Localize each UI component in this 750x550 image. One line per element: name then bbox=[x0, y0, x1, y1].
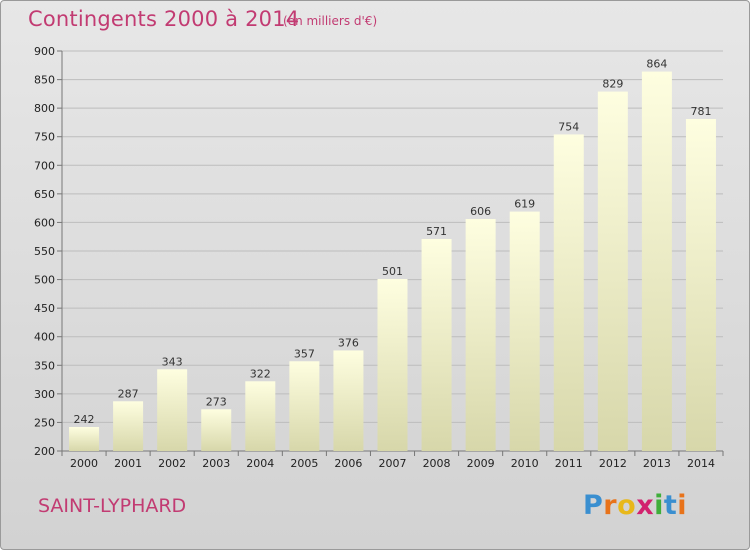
bar bbox=[245, 381, 276, 451]
y-tick-label: 800 bbox=[34, 102, 55, 115]
y-tick-label: 200 bbox=[34, 445, 55, 458]
bar bbox=[201, 409, 232, 451]
x-tick-label: 2007 bbox=[379, 457, 407, 470]
data-label: 357 bbox=[294, 347, 315, 360]
x-tick-label: 2005 bbox=[290, 457, 318, 470]
bar bbox=[553, 134, 584, 451]
bar bbox=[157, 369, 188, 451]
x-tick-label: 2008 bbox=[423, 457, 451, 470]
y-tick-label: 400 bbox=[34, 331, 55, 344]
logo-letter: t bbox=[663, 490, 678, 521]
commune-name: SAINT-LYPHARD bbox=[38, 495, 187, 517]
x-tick-label: 2006 bbox=[334, 457, 362, 470]
proxiti-logo: Proxiti bbox=[583, 490, 687, 521]
x-tick-label: 2004 bbox=[246, 457, 274, 470]
bar bbox=[685, 119, 716, 451]
x-tick-label: 2001 bbox=[114, 457, 142, 470]
bar bbox=[113, 401, 144, 451]
data-label: 606 bbox=[470, 205, 491, 218]
logo-letter: i bbox=[677, 490, 688, 521]
y-tick-label: 700 bbox=[34, 159, 55, 172]
data-label: 864 bbox=[646, 58, 667, 71]
bar bbox=[421, 239, 452, 451]
bar bbox=[377, 279, 408, 451]
chart-subtitle: (en milliers d'€) bbox=[283, 14, 378, 28]
data-label: 754 bbox=[558, 120, 579, 133]
y-tick-label: 750 bbox=[34, 131, 55, 144]
bar bbox=[509, 211, 540, 451]
y-tick-label: 450 bbox=[34, 302, 55, 315]
x-tick-label: 2010 bbox=[511, 457, 539, 470]
y-tick-label: 550 bbox=[34, 245, 55, 258]
logo-letter: i bbox=[654, 490, 664, 521]
data-label: 619 bbox=[514, 198, 535, 211]
data-label: 829 bbox=[602, 78, 623, 91]
data-label: 343 bbox=[162, 355, 183, 368]
y-tick-label: 650 bbox=[34, 188, 55, 201]
bar bbox=[333, 350, 364, 451]
y-tick-label: 350 bbox=[34, 359, 55, 372]
y-tick-label: 600 bbox=[34, 216, 55, 229]
x-tick-label: 2012 bbox=[599, 457, 627, 470]
data-label: 376 bbox=[338, 336, 359, 349]
y-tick-label: 500 bbox=[34, 274, 55, 287]
bar bbox=[465, 219, 496, 451]
data-label: 501 bbox=[382, 265, 403, 278]
logo-letter: x bbox=[636, 490, 655, 521]
data-label: 287 bbox=[118, 387, 139, 400]
logo-letter: o bbox=[617, 490, 637, 521]
x-tick-label: 2003 bbox=[202, 457, 230, 470]
bar bbox=[597, 91, 628, 452]
bar bbox=[289, 361, 320, 451]
data-label: 242 bbox=[74, 413, 95, 426]
data-label: 273 bbox=[206, 395, 227, 408]
y-tick-label: 850 bbox=[34, 74, 55, 87]
logo-letter: r bbox=[603, 490, 618, 521]
x-tick-label: 2002 bbox=[158, 457, 186, 470]
y-tick-label: 250 bbox=[34, 416, 55, 429]
x-tick-label: 2011 bbox=[555, 457, 583, 470]
logo-letter: P bbox=[583, 490, 604, 521]
data-label: 322 bbox=[250, 367, 271, 380]
chart-title: Contingents 2000 à 2014 bbox=[28, 7, 300, 31]
x-tick-label: 2014 bbox=[687, 457, 715, 470]
x-tick-label: 2009 bbox=[467, 457, 495, 470]
y-tick-label: 300 bbox=[34, 388, 55, 401]
y-tick-label: 900 bbox=[34, 45, 55, 58]
data-label: 571 bbox=[426, 225, 447, 238]
bar bbox=[641, 71, 672, 452]
bar bbox=[69, 427, 100, 451]
x-tick-label: 2000 bbox=[70, 457, 98, 470]
data-label: 781 bbox=[690, 105, 711, 118]
x-tick-label: 2013 bbox=[643, 457, 671, 470]
